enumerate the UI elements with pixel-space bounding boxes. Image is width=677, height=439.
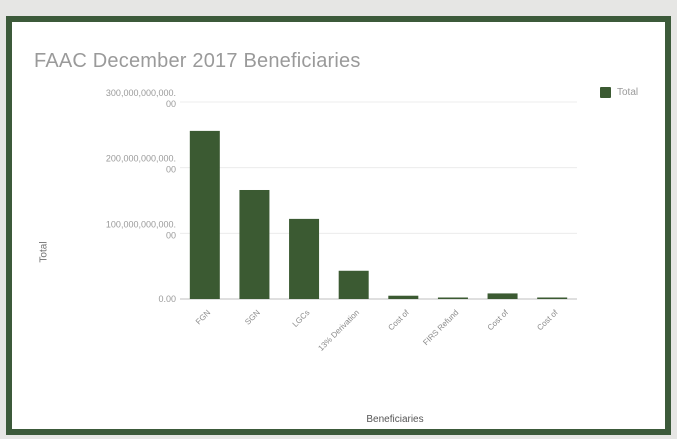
x-tick-label: Cost of [386,308,411,333]
x-tick-label: LGCs [291,308,312,329]
x-axis-label: Beneficiaries [366,414,424,425]
legend-swatch [600,87,611,98]
chart-frame: FAAC December 2017 Beneficiaries Total T… [6,16,671,435]
bar-1[interactable] [239,189,270,299]
bar-chart: 0.00 100,000,000,000. 00 200,000,000,000. 00… [106,88,577,353]
x-tick-label: FIRS Refund [421,308,460,347]
chart-legend: Total [600,87,638,98]
bar-2[interactable] [289,218,320,299]
y-tick-label: 0.00 [158,294,176,304]
y-tick-label: 100,000,000,000. 00 [106,219,176,240]
x-tick-label: Cost of [535,308,560,333]
bar-layer [189,130,568,300]
bar-3[interactable] [338,270,369,299]
bar-0[interactable] [189,130,220,299]
x-tick-label: 13% Derivation [316,308,361,353]
chart-title: FAAC December 2017 Beneficiaries [34,50,361,72]
x-tick-layer: FGN SGN LGCs 13% Derivation Cost of FIRS Refu… [194,308,560,353]
legend-label: Total [617,87,639,98]
y-tick-label: 300,000,000,000. 00 [106,88,176,109]
x-tick-label: Cost of [486,308,511,333]
bar-7[interactable] [537,297,568,300]
y-tick-label: 200,000,000,000. 00 [106,154,176,175]
bar-5[interactable] [437,297,468,300]
bar-4[interactable] [388,295,419,299]
x-tick-label: FGN [194,308,212,326]
bar-6[interactable] [487,293,518,299]
x-tick-label: SGN [243,308,262,327]
y-tick-layer: 0.00 100,000,000,000. 00 200,000,000,000. 00… [106,88,176,304]
